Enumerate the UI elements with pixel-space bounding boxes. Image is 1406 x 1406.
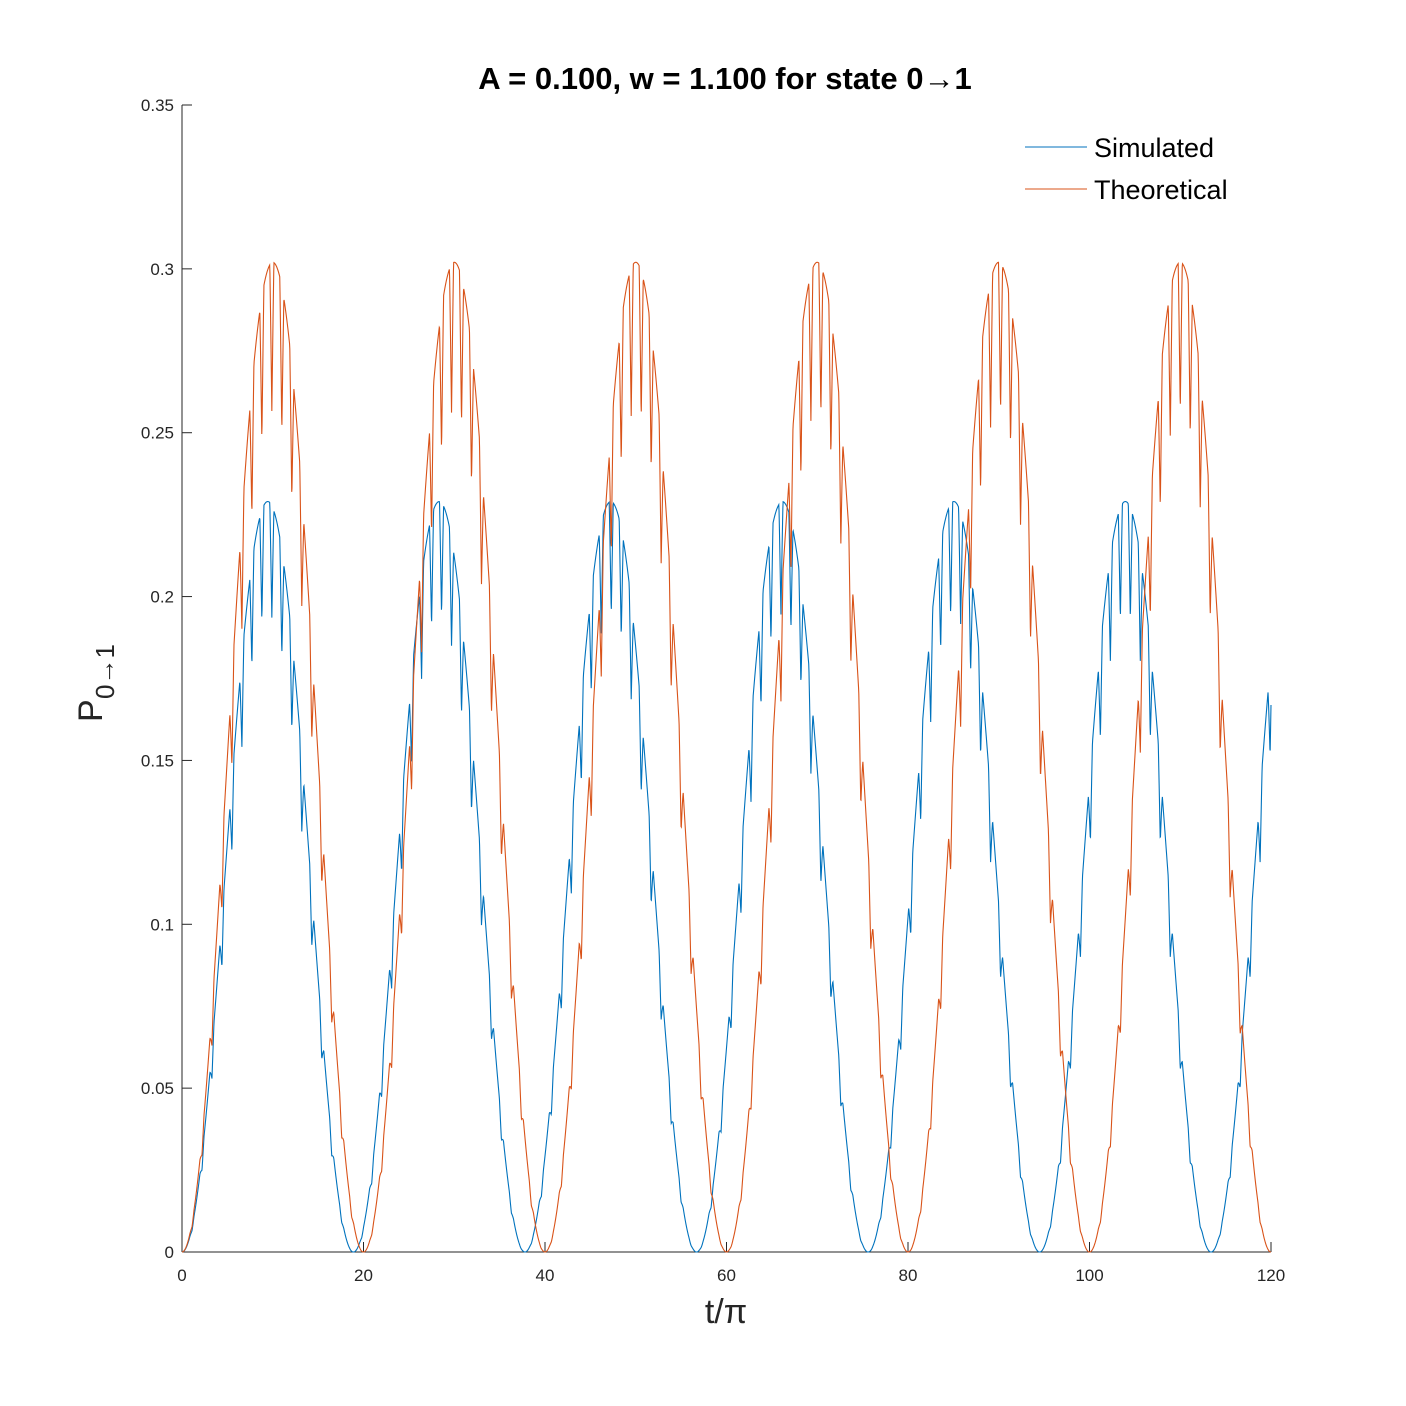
legend: Simulated Theoretical [1025, 133, 1228, 205]
y-tick-label: 0.25 [141, 424, 174, 443]
legend-label-simulated: Simulated [1094, 133, 1214, 163]
y-tick-label: 0.1 [150, 915, 174, 934]
x-tick-label: 60 [717, 1266, 736, 1285]
y-tick-label: 0.3 [150, 260, 174, 279]
x-axis-label: t/π [705, 1293, 747, 1331]
y-tick-label: 0.2 [150, 588, 174, 607]
y-axis-label-main: P [72, 699, 110, 722]
x-tick-label: 120 [1257, 1266, 1285, 1285]
y-axis-label: P 0→1 [72, 644, 120, 722]
plot-area: 0 20 40 60 80 100 120 0 0.05 0.1 0.15 0.2 0.25 0.3 0.3… [141, 96, 1285, 1285]
chart-title: A = 0.100, w = 1.100 for state 0→1 [478, 61, 971, 96]
y-tick-label: 0.35 [141, 96, 174, 115]
x-tick-label: 80 [899, 1266, 918, 1285]
y-tick-label: 0 [165, 1243, 174, 1262]
y-tick-label: 0.15 [141, 751, 174, 770]
series-line-theoretical [181, 261, 1272, 1253]
series-line-simulated [181, 500, 1272, 1253]
series-lines [181, 261, 1272, 1253]
y-axis-label-subscript: 0→1 [90, 644, 120, 699]
x-tick-label: 100 [1075, 1266, 1103, 1285]
ticks: 0 20 40 60 80 100 120 0 0.05 0.1 0.15 0.2 0.25 0.3 0.3… [141, 96, 1285, 1285]
y-tick-label: 0.05 [141, 1079, 174, 1098]
x-tick-label: 40 [536, 1266, 555, 1285]
legend-label-theoretical: Theoretical [1094, 175, 1228, 205]
x-tick-label: 0 [177, 1266, 186, 1285]
x-tick-label: 20 [354, 1266, 373, 1285]
